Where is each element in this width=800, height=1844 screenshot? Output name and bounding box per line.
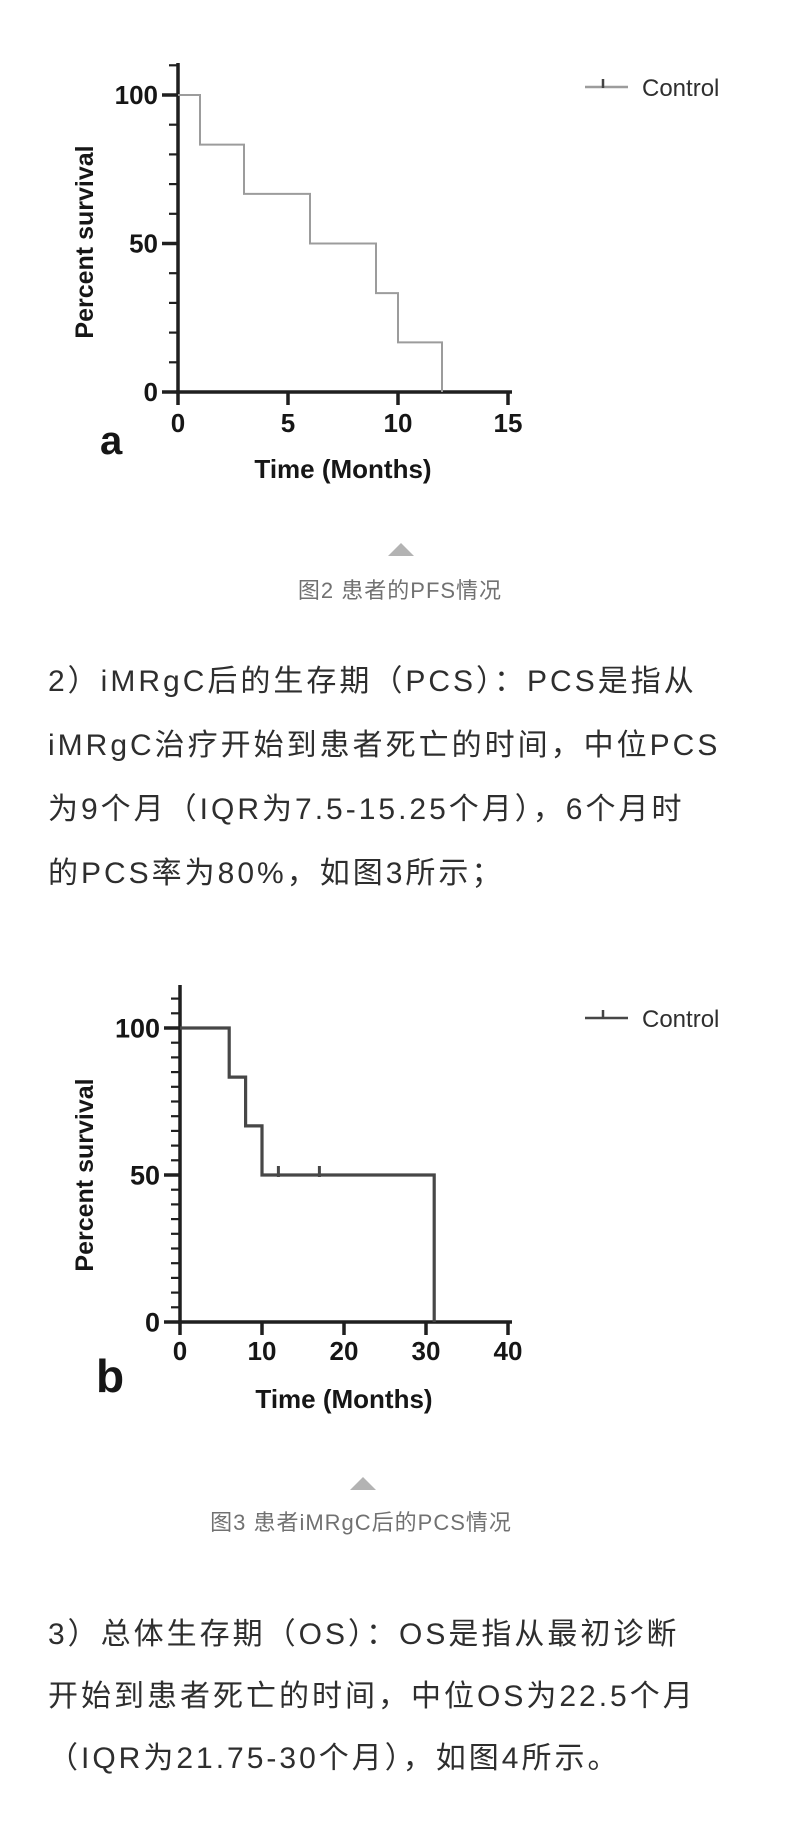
pcs-chart-svg: 0 50 100 0 10 20 30 40 Time (Months) Percent surv… (71, 985, 719, 1414)
y-tick-label: 100 (115, 1013, 160, 1043)
pfs-chart-svg: 0 50 100 0 5 10 15 Time (Months) Percent surviva… (71, 63, 719, 484)
legend-label: Control (642, 75, 719, 102)
figure2-caption: 图2 患者的PFS情况 (297, 578, 503, 603)
x-tick-label: 0 (171, 408, 185, 438)
caption-pointer-icon (388, 543, 414, 556)
legend-label: Control (642, 1006, 719, 1033)
x-tick-label: 10 (384, 408, 413, 438)
x-tick-label: 5 (281, 408, 295, 438)
figure3-caption: 图3 患者iMRgC后的PCS情况 (210, 1510, 512, 1535)
y-tick-label: 100 (115, 80, 158, 110)
caption-pointer-icon (350, 1477, 376, 1490)
survival-curve (178, 94, 443, 392)
x-axis-title: Time (Months) (255, 1384, 432, 1414)
y-tick-label: 50 (130, 1160, 160, 1190)
x-axis-title: Time (Months) (254, 454, 431, 484)
figure-b-pcs-km-chart: 0 50 100 0 10 20 30 40 Time (Months) Percent surv… (0, 960, 800, 1425)
paragraph-os: 3）总体生存期（OS）：OS是指从最初诊断 开始到患者死亡的时间，中位OS为22… (48, 1618, 696, 1775)
panel-label: a (100, 419, 123, 463)
survival-curve (180, 1026, 436, 1322)
x-tick-label: 40 (494, 1336, 523, 1366)
y-axis-title: Percent survival (71, 1078, 99, 1271)
x-tick-label: 0 (173, 1336, 187, 1366)
y-tick-label: 50 (129, 229, 158, 259)
figure-a-pfs-km-chart: 0 50 100 0 5 10 15 Time (Months) Percent surviva… (0, 40, 800, 490)
y-tick-label: 0 (144, 377, 158, 407)
paragraph-pcs: 2）iMRgC后的生存期（PCS）：PCS是指从 iMRgC治疗开始到患者死亡的… (48, 665, 721, 890)
y-axis-title: Percent survival (71, 145, 99, 338)
panel-label: b (96, 1350, 124, 1402)
x-tick-label: 15 (494, 408, 523, 438)
x-tick-label: 20 (330, 1336, 359, 1366)
y-tick-label: 0 (145, 1307, 160, 1337)
x-tick-label: 10 (248, 1336, 277, 1366)
x-tick-label: 30 (412, 1336, 441, 1366)
